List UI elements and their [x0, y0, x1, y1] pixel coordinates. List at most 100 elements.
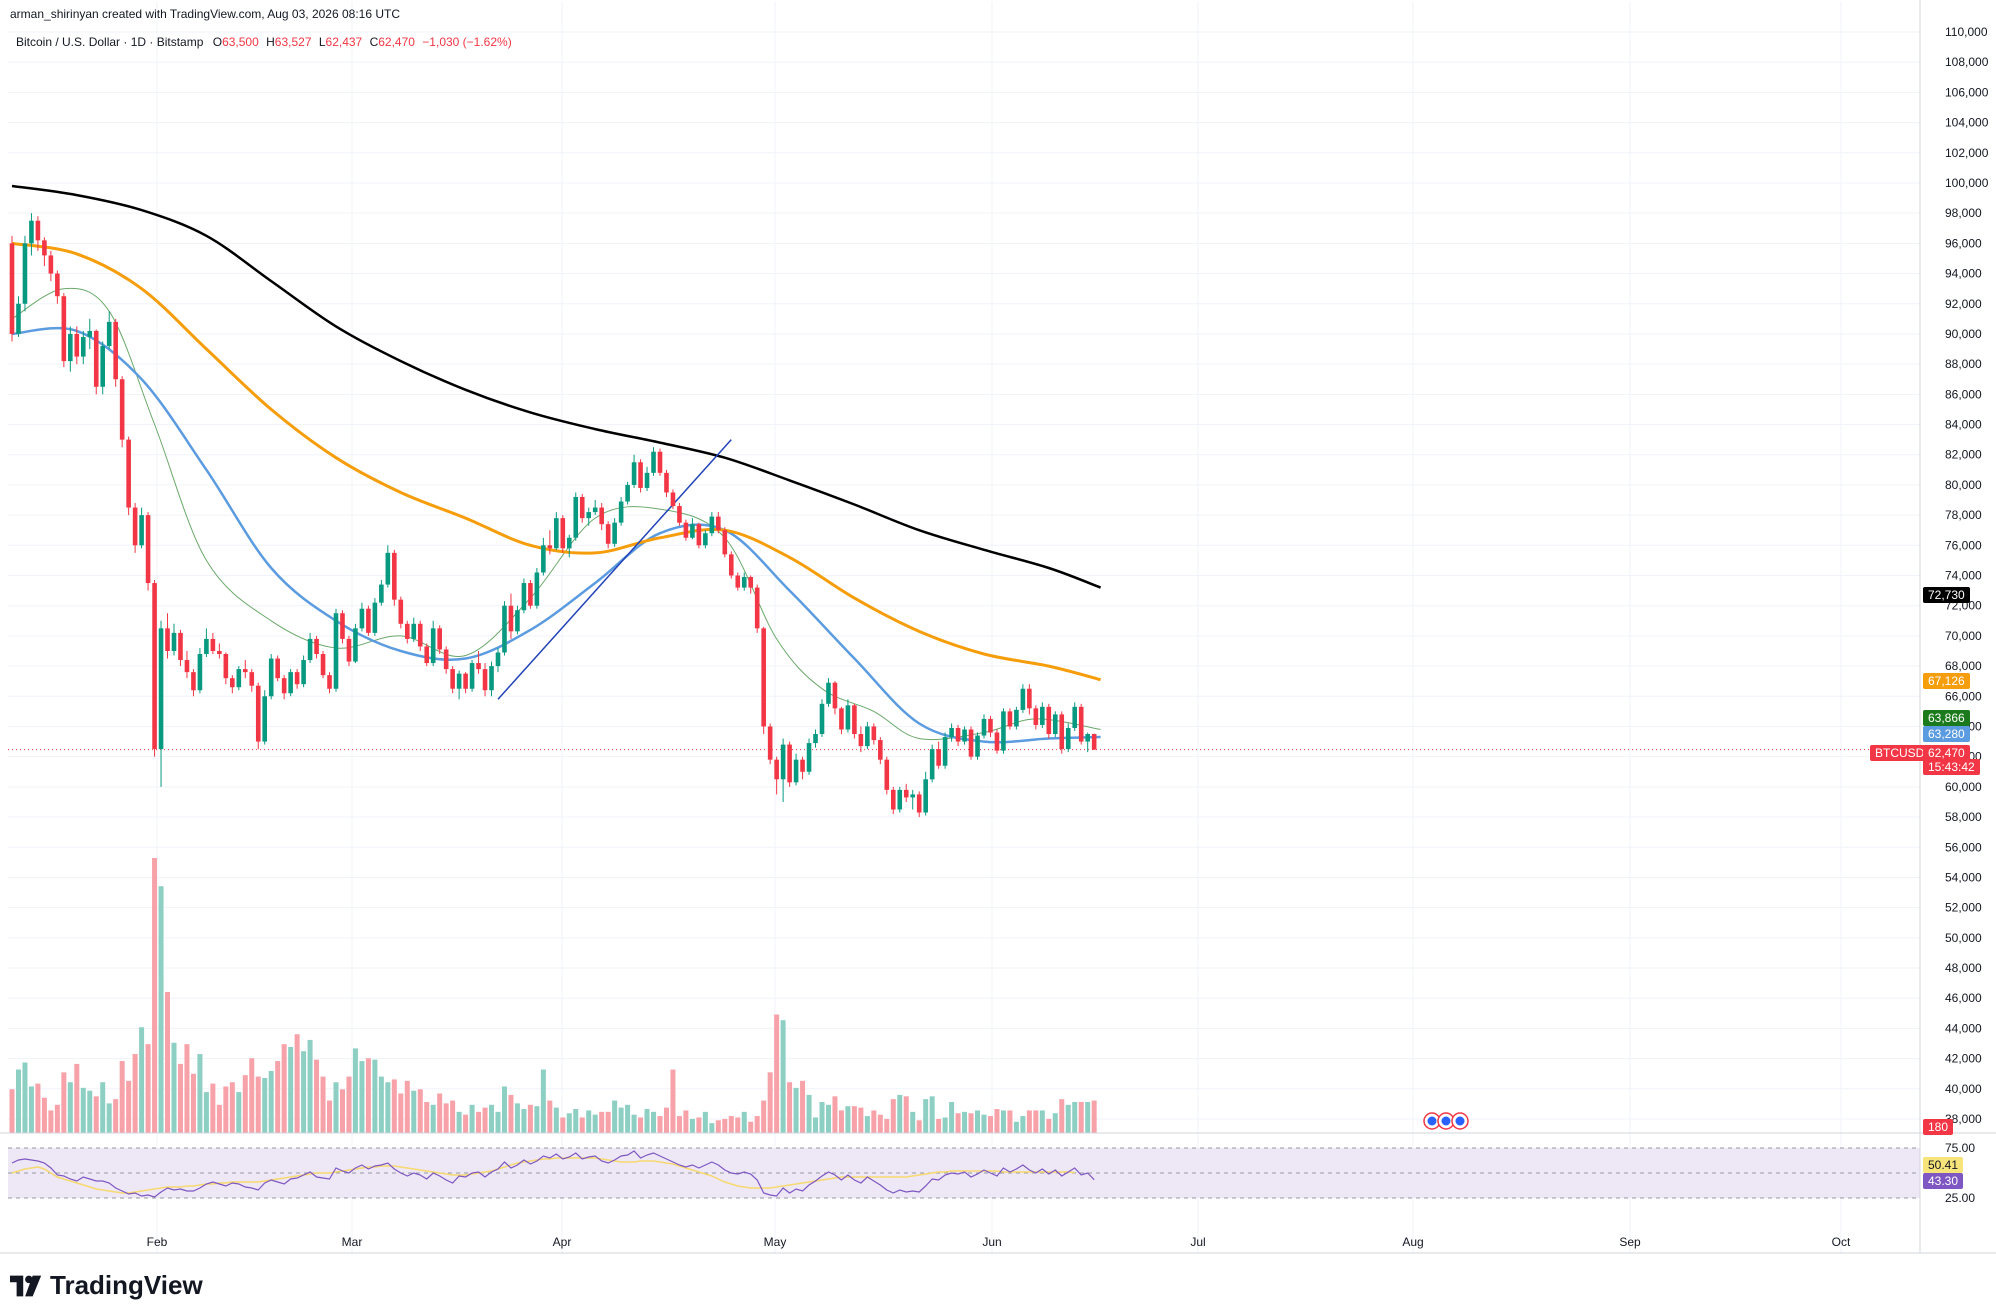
volume-bar — [1052, 1113, 1058, 1133]
candle-body — [690, 524, 695, 538]
us-event-icon[interactable] — [1451, 1112, 1469, 1130]
candle-body — [780, 744, 786, 780]
volume-bar — [443, 1103, 449, 1133]
candle-body — [638, 462, 643, 488]
volume-bar — [119, 1061, 125, 1133]
candle-body — [327, 675, 332, 689]
volume-bar — [268, 1070, 274, 1133]
candle — [573, 492, 579, 541]
candle-body — [119, 379, 125, 440]
volume-bar — [605, 1111, 611, 1133]
volume-bar — [210, 1083, 216, 1133]
candle — [333, 608, 339, 692]
candle — [780, 738, 786, 802]
volume-bar — [540, 1069, 546, 1133]
candle-body — [450, 669, 455, 689]
volume-bar — [709, 1123, 715, 1133]
close-label: C — [369, 35, 379, 49]
volume-bar — [288, 1046, 294, 1133]
trend-line[interactable] — [497, 439, 732, 700]
x-tick-label: Feb — [147, 1235, 168, 1249]
volume-bar — [152, 858, 158, 1133]
candle-body — [541, 545, 546, 573]
volume-bar — [851, 1106, 857, 1133]
y-tick-label: 52,000 — [1945, 901, 1982, 915]
candle-body — [515, 610, 520, 632]
candle-body — [411, 623, 417, 639]
candle-body — [1020, 688, 1026, 710]
candle — [871, 723, 877, 745]
candle — [29, 213, 34, 256]
volume-bar — [832, 1096, 838, 1133]
candle-body — [249, 672, 255, 686]
candle-body — [936, 749, 941, 766]
candle — [813, 729, 818, 748]
event-flag — [1455, 1116, 1465, 1126]
candle-body — [132, 507, 138, 546]
candle — [722, 527, 728, 558]
candle-body — [262, 696, 268, 742]
candle-body — [774, 759, 779, 780]
volume-bar — [560, 1117, 566, 1133]
volume-bar — [177, 1063, 183, 1133]
candle — [677, 503, 682, 526]
us-event-icon[interactable] — [1437, 1112, 1455, 1130]
volume-bar — [262, 1078, 268, 1133]
volume-bar — [100, 1082, 106, 1133]
volume-bar — [741, 1111, 747, 1133]
volume-bar — [683, 1110, 689, 1133]
creator-caption: arman_shirinyan created with TradingView… — [10, 7, 400, 21]
candle — [301, 655, 306, 688]
candle-body — [1091, 734, 1097, 750]
candle-body — [106, 321, 112, 347]
volume-bar — [845, 1106, 851, 1133]
candle-body — [560, 518, 566, 549]
volume-bar — [625, 1104, 631, 1133]
candle — [690, 518, 695, 540]
volume-bar — [463, 1114, 469, 1133]
candle — [612, 518, 617, 547]
candle-body — [949, 727, 954, 738]
volume-bar — [618, 1107, 624, 1133]
candle-body — [845, 705, 851, 730]
candle — [566, 534, 572, 558]
candle-body — [1052, 714, 1058, 735]
candle-body — [884, 759, 890, 790]
candle-body — [787, 744, 792, 783]
volume-bar — [456, 1111, 462, 1133]
tradingview-logo[interactable]: TradingView — [10, 1270, 203, 1301]
candle-body — [443, 649, 449, 670]
candle — [735, 572, 741, 591]
y-tick-label: 56,000 — [1945, 840, 1982, 854]
candle-body — [767, 726, 773, 760]
volume-bar — [527, 1104, 533, 1133]
candle — [1020, 684, 1026, 713]
volume-bar — [728, 1116, 734, 1133]
candle-body — [1065, 727, 1071, 750]
candle-body — [813, 734, 818, 744]
volume-bar — [22, 1062, 28, 1133]
candle — [132, 503, 138, 553]
candle-body — [709, 516, 715, 534]
y-tick-label: 44,000 — [1945, 1021, 1982, 1035]
volume-bar — [813, 1117, 819, 1133]
volume-bar — [1078, 1101, 1084, 1133]
volume-bar — [430, 1104, 436, 1133]
candle-body — [962, 729, 967, 742]
candle — [327, 672, 332, 694]
x-tick-label: May — [764, 1235, 787, 1249]
candle-body — [826, 682, 831, 704]
economic-event-icons[interactable] — [1423, 1112, 1469, 1130]
candle — [1078, 703, 1084, 745]
volume-bar — [787, 1082, 793, 1133]
symbol-legend: Bitcoin / U.S. Dollar · 1D · Bitstamp O6… — [16, 35, 512, 49]
volume-bar — [715, 1120, 721, 1133]
y-tick-label: 96,000 — [1945, 236, 1982, 250]
candle-body — [508, 605, 514, 632]
volume-bar — [158, 886, 164, 1133]
volume-bar — [748, 1121, 754, 1133]
candle — [281, 675, 287, 700]
sma100-price-tag: 67,126 — [1923, 673, 1970, 689]
volume-bar — [417, 1089, 423, 1133]
